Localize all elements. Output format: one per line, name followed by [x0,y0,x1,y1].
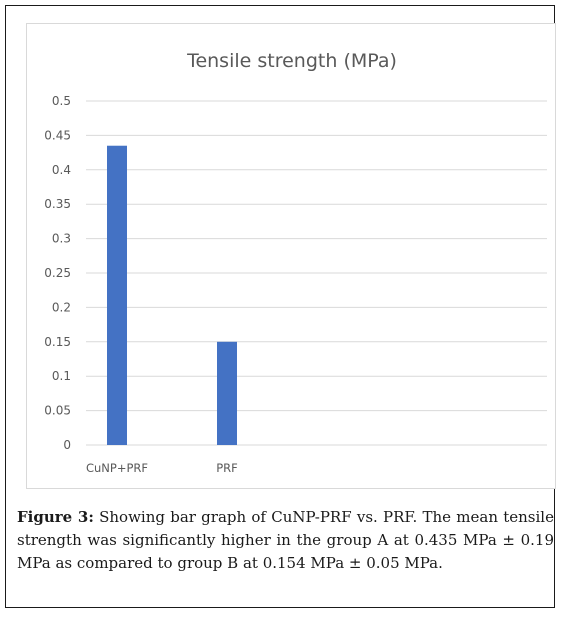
bar-chart: 0 0.05 0.1 0.15 0.2 0.25 0.3 0.35 0.4 0.45 0.5 CuNP… [44,94,547,475]
y-tick-label: 0.15 [44,335,71,349]
figure-frame: Tensile strength (MPa) 0 0.05 0.1 0.15 0.2 0.… [5,5,556,608]
caption-label: Figure 3: [17,508,94,526]
chart-title: Tensile strength (MPa) [187,50,397,72]
y-tick-label: 0.1 [52,369,71,383]
y-tick-label: 0.2 [52,300,71,314]
y-tick-label: 0.4 [52,163,71,177]
y-tick-label: 0.35 [44,197,71,211]
bar-prf [217,341,237,445]
y-tick-label: 0.05 [44,404,71,418]
y-tick-label: 0.3 [52,232,71,246]
y-tick-label: 0.5 [52,94,71,108]
y-tick-label: 0 [63,438,71,452]
x-category-label: CuNP+PRF [86,461,148,475]
caption-text: Showing bar graph of CuNP-PRF vs. PRF. T… [17,508,554,572]
y-tick-label: 0.25 [44,266,71,280]
x-category-label: PRF [216,461,238,475]
bar-cunp-prf [107,145,127,445]
chart-container: Tensile strength (MPa) 0 0.05 0.1 0.15 0.2 0.… [26,23,556,489]
y-tick-label: 0.45 [44,128,71,142]
figure-caption: Figure 3: Showing bar graph of CuNP-PRF … [17,506,554,575]
